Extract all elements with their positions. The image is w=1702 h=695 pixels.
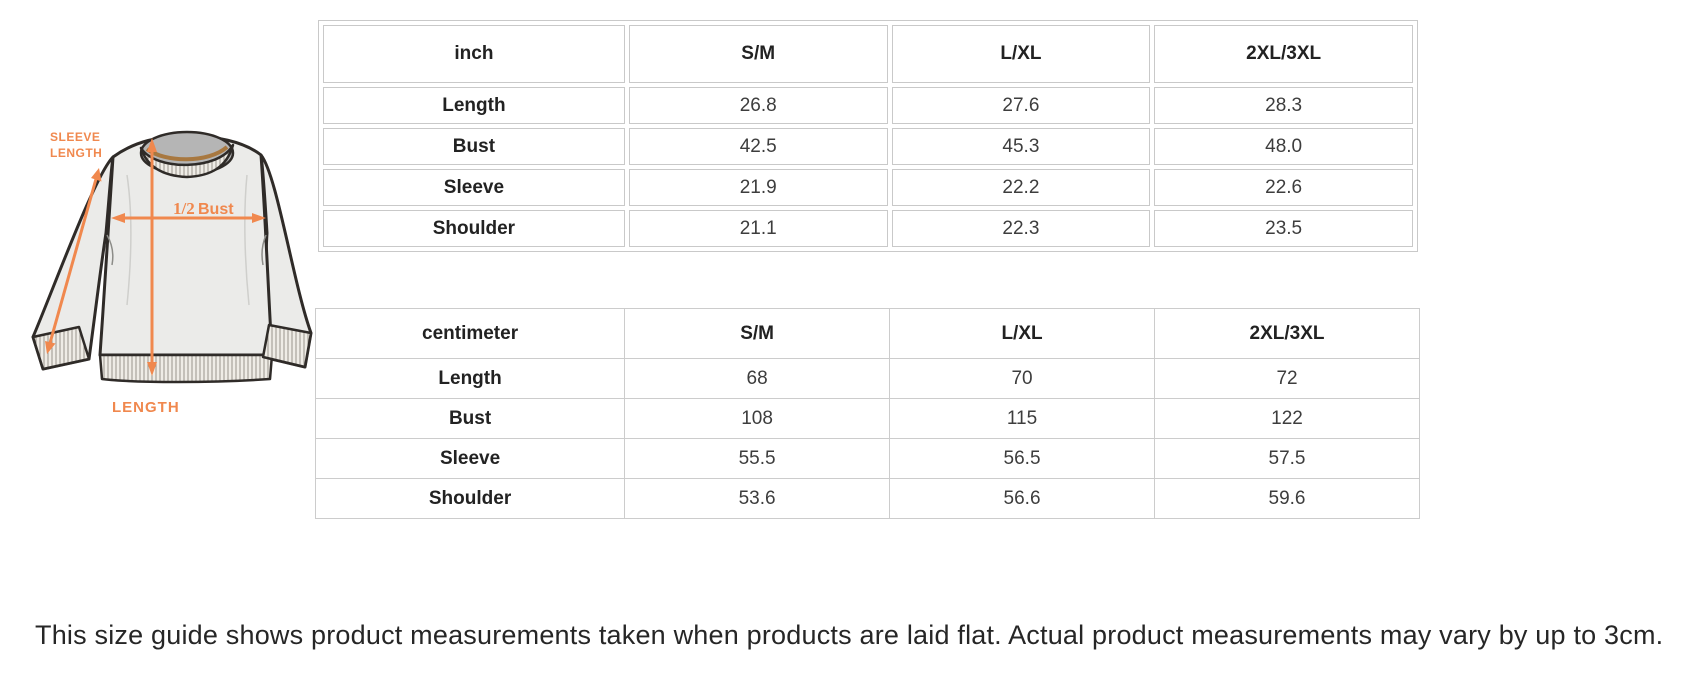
size-col-header: S/M — [624, 308, 891, 359]
measurement-cell: 45.3 — [891, 128, 1151, 165]
size-col-header: 2XL/3XL — [1154, 25, 1413, 83]
half-bust-label-fraction: 1/2 — [173, 199, 195, 218]
hem-band — [98, 353, 274, 384]
row-label: Bust — [323, 128, 625, 165]
unit-header: inch — [323, 25, 625, 83]
measurement-cell: 28.3 — [1154, 87, 1413, 124]
measurement-cell: 59.6 — [1154, 478, 1420, 519]
row-label: Shoulder — [314, 478, 626, 519]
measurement-cell: 23.5 — [1154, 210, 1413, 247]
size-table-inch: inch S/M L/XL 2XL/3XL Length 26.8 27.6 2… — [318, 20, 1418, 252]
measurement-cell: 56.6 — [889, 478, 1156, 519]
table-row: Shoulder 21.1 22.3 23.5 — [323, 210, 1413, 247]
right-cuff — [261, 323, 313, 369]
table-row: Bust 108 115 122 — [314, 398, 1420, 439]
row-label: Bust — [314, 398, 626, 439]
table-header-row: centimeter S/M L/XL 2XL/3XL — [314, 308, 1420, 359]
size-col-header: L/XL — [891, 25, 1151, 83]
table-row: Length 68 70 72 — [314, 358, 1420, 399]
sleeve-length-arrow — [45, 168, 102, 354]
measurement-cell: 55.5 — [624, 438, 891, 479]
measurement-cell: 70 — [889, 358, 1156, 399]
row-label: Length — [323, 87, 625, 124]
sweater-illustration: SLEEVE LENGTH 1/2 Bust LENGTH — [31, 130, 313, 416]
sweater-diagram: SLEEVE LENGTH 1/2 Bust LENGTH — [15, 115, 325, 425]
measurement-cell: 22.6 — [1154, 169, 1413, 206]
measurement-cell: 56.5 — [889, 438, 1156, 479]
left-cuff — [31, 325, 91, 371]
half-bust-label-word: Bust — [198, 201, 234, 218]
measurement-cell: 21.1 — [628, 210, 888, 247]
table-row: Bust 42.5 45.3 48.0 — [323, 128, 1413, 165]
table-row: Sleeve 21.9 22.2 22.6 — [323, 169, 1413, 206]
unit-header: centimeter — [314, 308, 626, 359]
measurement-cell: 72 — [1154, 358, 1420, 399]
size-table-centimeter: centimeter S/M L/XL 2XL/3XL Length 68 70… — [314, 308, 1420, 519]
size-col-header: L/XL — [889, 308, 1156, 359]
measurement-cell: 22.2 — [891, 169, 1151, 206]
measurement-cell: 68 — [624, 358, 891, 399]
sleeve-length-label-line2: LENGTH — [50, 146, 102, 160]
table-row: Length 26.8 27.6 28.3 — [323, 87, 1413, 124]
measurement-cell: 115 — [889, 398, 1156, 439]
measurement-cell: 22.3 — [891, 210, 1151, 247]
table-row: Sleeve 55.5 56.5 57.5 — [314, 438, 1420, 479]
length-label: LENGTH — [112, 399, 180, 416]
length-arrow — [147, 138, 157, 376]
row-label: Shoulder — [323, 210, 625, 247]
half-bust-arrow — [111, 213, 266, 223]
table-row: Shoulder 53.6 56.6 59.6 — [314, 478, 1420, 519]
size-guide-note: This size guide shows product measuremen… — [35, 620, 1664, 650]
collar-band — [139, 143, 235, 179]
table-header-row: inch S/M L/XL 2XL/3XL — [323, 25, 1413, 83]
measurement-cell: 57.5 — [1154, 438, 1420, 479]
measurement-cell: 108 — [624, 398, 891, 439]
measurement-cell: 122 — [1154, 398, 1420, 439]
row-label: Length — [314, 358, 626, 399]
size-col-header: S/M — [628, 25, 888, 83]
sleeve-length-label-line1: SLEEVE — [50, 130, 100, 144]
measurement-cell: 48.0 — [1154, 128, 1413, 165]
measurement-cell: 27.6 — [891, 87, 1151, 124]
size-col-header: 2XL/3XL — [1154, 308, 1420, 359]
row-label: Sleeve — [314, 438, 626, 479]
measurement-cell: 42.5 — [628, 128, 888, 165]
measurement-cell: 53.6 — [624, 478, 891, 519]
row-label: Sleeve — [323, 169, 625, 206]
measurement-cell: 21.9 — [628, 169, 888, 206]
measurement-cell: 26.8 — [628, 87, 888, 124]
